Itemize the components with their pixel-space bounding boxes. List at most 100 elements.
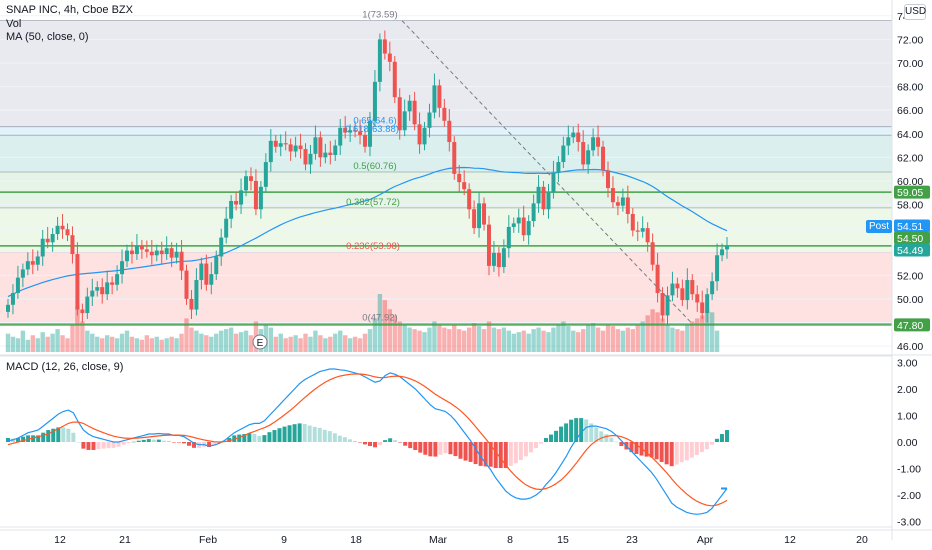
candle-body xyxy=(432,85,437,113)
candle-body xyxy=(6,304,10,312)
macd-histogram-bar xyxy=(141,439,146,442)
volume-bar xyxy=(566,326,571,352)
macd-histogram-bar xyxy=(61,427,66,442)
macd-histogram-bar xyxy=(352,440,357,442)
macd-histogram-bar xyxy=(156,439,161,442)
macd-histogram-bar xyxy=(609,437,614,442)
volume-bar xyxy=(357,338,363,352)
time-tick-label: 15 xyxy=(557,534,569,546)
candle-body xyxy=(467,189,472,210)
macd-histogram-bar xyxy=(151,439,156,442)
candle-body xyxy=(491,252,496,266)
price-tick-label: 70.00 xyxy=(897,58,923,70)
macd-histogram-bar xyxy=(373,442,378,448)
candle-body xyxy=(561,145,566,163)
macd-histogram-bar xyxy=(725,430,729,442)
time-tick-label: Mar xyxy=(429,534,448,546)
macd-histogram-bar xyxy=(694,442,699,456)
volume-bar xyxy=(407,327,412,352)
macd-histogram-bar xyxy=(383,440,388,442)
macd-histogram-bar xyxy=(518,442,523,461)
candle-body xyxy=(90,290,95,297)
candle-body xyxy=(214,256,219,275)
volume-bar xyxy=(471,323,477,352)
macd-histogram-bar xyxy=(96,442,101,450)
candle-body xyxy=(239,190,244,205)
volume-bar xyxy=(481,329,487,352)
volume-bar xyxy=(25,339,31,352)
candle-body xyxy=(402,111,407,131)
candle-body xyxy=(353,130,358,132)
volume-bar xyxy=(352,336,358,352)
candle-body xyxy=(640,228,645,232)
candle-body xyxy=(244,176,249,191)
price-tick-label: 50.00 xyxy=(897,294,923,306)
macd-histogram-bar xyxy=(36,435,41,442)
volume-bar xyxy=(387,309,393,352)
candle-body xyxy=(65,229,70,236)
macd-histogram-bar xyxy=(559,426,564,442)
volume-bar xyxy=(581,329,586,352)
volume-bar xyxy=(645,315,650,352)
macd-histogram-bar xyxy=(569,419,574,442)
candle-body xyxy=(700,302,705,314)
candle-body xyxy=(457,173,462,183)
price-axis-box xyxy=(894,185,930,199)
macd-histogram-bar xyxy=(91,442,96,450)
volume-bar xyxy=(144,335,150,352)
candle-body xyxy=(179,251,184,271)
volume-bar xyxy=(412,329,417,352)
macd-histogram-bar xyxy=(564,423,569,442)
macd-histogram-bar xyxy=(71,432,76,442)
candle-body xyxy=(556,162,561,173)
volume-bar xyxy=(551,327,556,352)
candle-body xyxy=(333,145,338,155)
currency-button[interactable]: USD xyxy=(904,4,926,20)
candle-body xyxy=(298,145,303,150)
candle-body xyxy=(110,282,115,285)
candle-body xyxy=(705,294,710,314)
macd-histogram-bar xyxy=(101,442,106,449)
time-tick-label: 9 xyxy=(281,534,287,546)
volume-bar xyxy=(119,333,125,352)
fib-band xyxy=(0,126,892,136)
volume-bar xyxy=(422,332,427,352)
candle-body xyxy=(293,145,298,152)
candle-body xyxy=(477,203,482,229)
candle-body xyxy=(551,172,556,193)
candle-body xyxy=(720,249,725,256)
macd-histogram-bar xyxy=(287,425,292,442)
macd-histogram-bar xyxy=(684,442,689,461)
candle-body xyxy=(422,127,427,145)
candle-body xyxy=(625,197,630,214)
volume-bar xyxy=(313,330,318,352)
macd-histogram-bar xyxy=(614,441,619,443)
price-tick-label: 72.00 xyxy=(897,34,923,46)
volume-bar xyxy=(5,333,11,352)
macd-histogram-bar xyxy=(699,442,704,453)
macd-histogram-bar xyxy=(46,430,51,442)
macd-histogram-bar xyxy=(342,437,347,442)
volume-bar xyxy=(15,338,21,352)
candle-body xyxy=(665,295,670,316)
macd-pane xyxy=(0,355,892,528)
volume-bar xyxy=(452,324,457,352)
candle-body xyxy=(496,252,501,268)
macd-histogram-bar xyxy=(192,442,197,448)
macd-histogram-bar xyxy=(66,428,71,442)
candles xyxy=(6,30,729,325)
volume-bar xyxy=(714,330,720,352)
macd-histogram-bar xyxy=(277,428,282,442)
candle-body xyxy=(407,100,412,112)
macd-histogram-bar xyxy=(428,442,433,457)
volume-bar xyxy=(685,324,690,352)
earnings-marker[interactable]: E xyxy=(252,334,268,350)
candle-body xyxy=(516,217,521,224)
time-tick-label: 21 xyxy=(119,534,131,546)
macd-tick-label: -1.00 xyxy=(897,464,921,476)
volume-bar xyxy=(45,336,50,352)
volume-bar xyxy=(20,330,26,352)
volume-bar xyxy=(690,321,695,352)
